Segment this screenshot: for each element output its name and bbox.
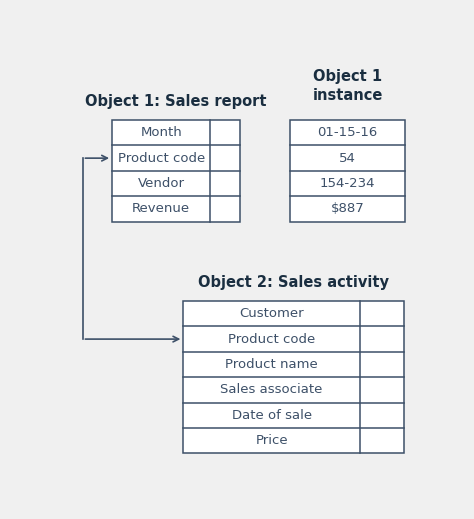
Text: Sales associate: Sales associate: [220, 384, 323, 397]
Text: 154-234: 154-234: [320, 177, 375, 190]
Text: $887: $887: [331, 202, 365, 215]
Text: Product code: Product code: [228, 333, 315, 346]
Text: Object 1: Sales report: Object 1: Sales report: [85, 94, 267, 110]
Text: Month: Month: [140, 126, 182, 139]
Text: Revenue: Revenue: [132, 202, 190, 215]
Bar: [290, 120, 405, 222]
Text: 01-15-16: 01-15-16: [318, 126, 378, 139]
Text: Customer: Customer: [239, 307, 304, 320]
Text: Date of sale: Date of sale: [231, 409, 312, 422]
Text: Object 1
instance: Object 1 instance: [312, 70, 383, 103]
Text: Product code: Product code: [118, 152, 205, 165]
Bar: [112, 120, 240, 222]
Text: 54: 54: [339, 152, 356, 165]
Text: Price: Price: [255, 434, 288, 447]
Text: Object 2: Sales activity: Object 2: Sales activity: [198, 275, 389, 290]
Text: Product name: Product name: [225, 358, 318, 371]
Bar: [183, 301, 404, 454]
Text: Vendor: Vendor: [137, 177, 185, 190]
